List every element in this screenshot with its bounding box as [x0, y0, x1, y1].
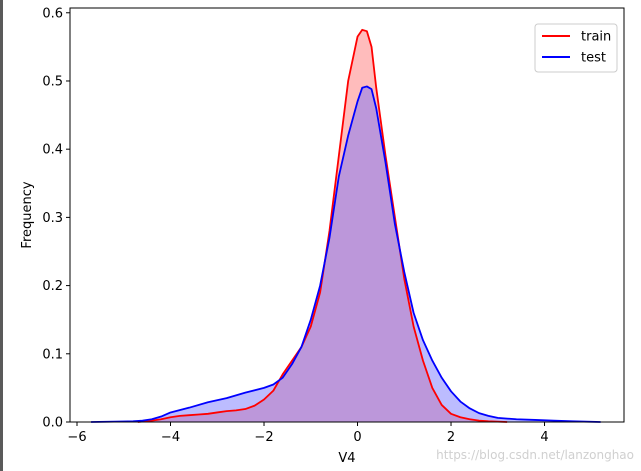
plot-frame [69, 7, 625, 423]
area-train [137, 29, 508, 423]
y-tick-label: 0.1 [42, 347, 63, 362]
x-tick-label: 0 [353, 430, 361, 445]
line-train [137, 28, 508, 423]
x-tick-label: −4 [161, 430, 180, 445]
y-tick-label: 0.3 [42, 211, 63, 226]
kde-lines [91, 28, 601, 423]
x-tick-label: −2 [254, 430, 273, 445]
line-test [91, 85, 601, 423]
window-left-edge [0, 0, 3, 471]
y-tick-label: 0.5 [42, 74, 63, 89]
x-axis-ticks: −6 −4 −2 0 2 4 [67, 422, 549, 445]
y-tick-label: 0.0 [42, 416, 63, 431]
legend-label-train: train [581, 30, 611, 45]
x-axis-label: V4 [338, 451, 355, 466]
x-tick-label: 2 [447, 430, 455, 445]
legend-label-test: test [581, 51, 606, 66]
y-axis-label: Frequency [20, 181, 35, 248]
x-tick-label: −6 [67, 430, 86, 445]
legend: train test [534, 23, 618, 73]
area-test [91, 86, 601, 423]
y-tick-label: 0.2 [42, 279, 63, 294]
y-tick-label: 0.4 [42, 143, 63, 158]
y-axis-ticks: 0.0 0.1 0.2 0.3 0.4 0.5 0.6 [42, 6, 70, 431]
y-tick-label: 0.6 [42, 6, 63, 21]
watermark-text: https://blog.csdn.net/lanzonghao [436, 448, 634, 462]
kde-areas [91, 29, 601, 423]
x-tick-label: 4 [540, 430, 548, 445]
